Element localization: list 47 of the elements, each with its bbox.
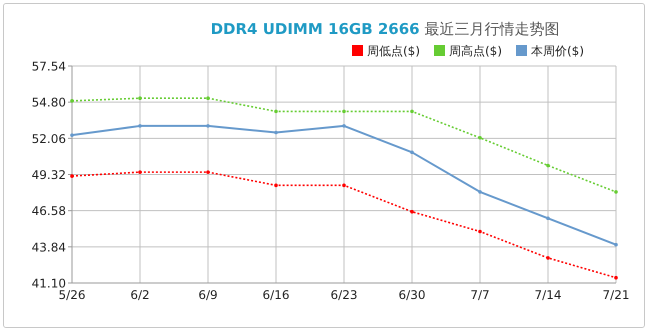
point — [342, 184, 346, 188]
point — [410, 210, 414, 214]
point — [342, 110, 346, 114]
point — [410, 150, 414, 154]
point — [138, 96, 142, 100]
x-tick-label: 5/26 — [58, 288, 86, 302]
chart-title: DDR4 UDIMM 16GB 2666 最近三月行情走势图 — [210, 20, 560, 38]
point — [478, 230, 482, 234]
point — [206, 170, 210, 174]
y-tick-label: 41.10 — [32, 276, 66, 290]
x-tick-label: 6/30 — [398, 288, 426, 302]
point — [478, 136, 482, 140]
legend-label: 周低点($) — [367, 44, 420, 58]
x-tick-label: 7/7 — [470, 288, 490, 302]
point — [138, 124, 142, 128]
point — [410, 110, 414, 114]
legend-label: 本周价($) — [531, 44, 584, 58]
x-tick-label: 7/21 — [602, 288, 630, 302]
y-tick-label: 43.84 — [32, 240, 66, 254]
point — [138, 170, 142, 174]
point — [274, 110, 278, 114]
point — [614, 242, 618, 247]
legend-label: 周高点($) — [449, 44, 502, 58]
point — [614, 190, 618, 194]
x-tick-label: 6/23 — [330, 288, 358, 302]
point — [546, 216, 550, 220]
y-tick-label: 49.32 — [32, 168, 66, 182]
point — [206, 124, 210, 128]
point — [546, 164, 550, 168]
point — [546, 256, 550, 260]
point — [70, 99, 74, 103]
point — [614, 276, 618, 280]
point — [70, 174, 74, 178]
y-tick-label: 46.58 — [32, 204, 66, 218]
y-tick-label: 54.80 — [32, 96, 66, 110]
point — [70, 133, 74, 137]
x-tick-label: 6/9 — [198, 288, 218, 302]
x-tick-label: 7/14 — [534, 288, 562, 302]
y-tick-label: 57.54 — [32, 60, 66, 74]
point — [274, 184, 278, 188]
point — [206, 96, 210, 100]
point — [478, 190, 482, 194]
x-tick-label: 6/2 — [130, 288, 150, 302]
x-tick-label: 6/16 — [262, 288, 290, 302]
y-tick-label: 52.06 — [32, 132, 66, 146]
point — [342, 124, 346, 128]
point — [274, 130, 278, 134]
